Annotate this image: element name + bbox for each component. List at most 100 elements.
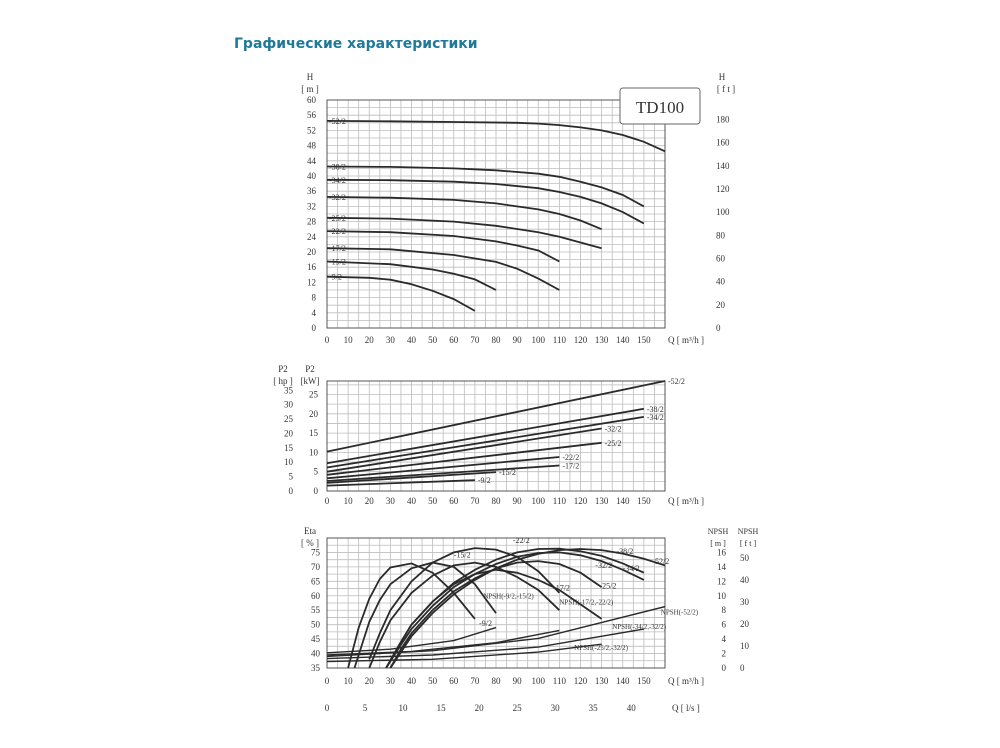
x-tick-label: 50 (428, 496, 438, 506)
y-tick-label: 12 (307, 277, 316, 287)
x-tick-label: 60 (449, 496, 459, 506)
y-tick-label-kw: 10 (309, 447, 319, 457)
y-axis-unit-kw: [kW] (301, 376, 320, 386)
y-tick-label: 44 (307, 156, 317, 166)
series-label: -32/2 (595, 561, 612, 570)
x-tick-label: 100 (532, 676, 546, 686)
x-tick-label: 90 (513, 335, 523, 345)
y-tick-label-npsh-m: 14 (717, 562, 727, 572)
y-tick-label: 0 (312, 323, 317, 333)
npsh-curve-4 (327, 605, 665, 658)
y-axis-label-right: H (719, 72, 726, 82)
x-tick-label-ls: 25 (513, 703, 523, 713)
x-tick-label-ls: 5 (363, 703, 368, 713)
y-tick-label-eta: 65 (311, 576, 321, 586)
x-tick-label: 20 (365, 496, 375, 506)
y-tick-label-npsh-m: 8 (722, 605, 727, 615)
x-tick-label: 60 (449, 676, 459, 686)
npsh-curve-2 (327, 643, 602, 663)
x-tick-label: 40 (407, 676, 417, 686)
series-label: -38/2 (616, 547, 633, 556)
y-tick-label-right: 40 (716, 277, 726, 287)
series-label: -32/2 (329, 193, 346, 202)
y-tick-label: 16 (307, 262, 317, 272)
npsh-series-label: NPSH(-25/2,-32/2) (574, 644, 629, 652)
x-tick-label: 80 (492, 676, 502, 686)
x-tick-label: 10 (344, 335, 354, 345)
series-label: -52/2 (329, 117, 346, 126)
model-label-box (619, 87, 701, 125)
x-axis-label-ls: Q [ l/s ] (672, 703, 700, 713)
chart-title: TD100 (636, 98, 684, 117)
head-curve-32-2 (326, 196, 602, 231)
head-curve-22-2 (326, 230, 560, 263)
y-tick-label-eta: 35 (311, 663, 321, 673)
x-tick-label-ls: 15 (437, 703, 447, 713)
x-tick-label: 130 (595, 496, 609, 506)
y-tick-label-hp: 25 (284, 414, 294, 424)
x-tick-label: 150 (637, 335, 651, 345)
x-tick-label: 120 (574, 676, 588, 686)
y-tick-label-npsh-ft: 10 (740, 641, 750, 651)
npsh-curve-1 (327, 629, 560, 656)
y-tick-label-right: 0 (716, 323, 721, 333)
x-tick-label-ls: 40 (627, 703, 637, 713)
series-label: -15/2 (499, 468, 516, 477)
y-tick-label: 24 (307, 232, 317, 242)
y-tick-label-npsh-m: 16 (717, 547, 727, 557)
y-tick-label-right: 160 (716, 138, 730, 148)
series-label: -34/2 (647, 413, 664, 422)
x-tick-label: 80 (492, 496, 502, 506)
x-tick-label: 10 (344, 496, 354, 506)
x-tick-label: 30 (386, 676, 396, 686)
y-tick-label: 32 (307, 201, 316, 211)
head-plot-frame (326, 99, 666, 329)
head-curve-25-2 (326, 216, 602, 250)
y-tick-label-hp: 35 (284, 385, 294, 395)
y-tick-label-kw: 20 (309, 409, 319, 419)
x-tick-label: 110 (553, 335, 567, 345)
x-tick-label-ls: 10 (399, 703, 409, 713)
x-tick-label-ls: 0 (325, 703, 330, 713)
x-axis-label: Q [ m³/h ] (668, 496, 704, 506)
y-tick-label-right: 180 (716, 115, 730, 125)
power-curve-32-2 (326, 427, 602, 473)
x-tick-label: 40 (407, 335, 417, 345)
npsh-curve-0 (327, 626, 497, 654)
x-tick-label: 90 (513, 496, 523, 506)
x-tick-label: 100 (532, 335, 546, 345)
x-tick-label: 50 (428, 676, 438, 686)
y-axis-unit-left: [ m ] (301, 84, 319, 94)
x-tick-label: 140 (616, 496, 630, 506)
power-curve-38-2 (326, 407, 645, 465)
npsh-series-label: NPSH(-9/2,-15/2) (483, 593, 534, 601)
series-label: -22/2 (513, 536, 530, 545)
x-tick-label: 70 (470, 335, 480, 345)
y-tick-label-npsh-ft: 50 (740, 553, 750, 563)
x-tick-label: 130 (595, 676, 609, 686)
x-tick-label: 120 (574, 496, 588, 506)
y-axis-unit-npsh-m: [ m ] (710, 539, 726, 548)
y-tick-label-kw: 5 (314, 467, 319, 477)
x-tick-label: 40 (407, 496, 417, 506)
npsh-curve-3 (327, 628, 645, 660)
x-tick-label: 10 (344, 676, 354, 686)
y-tick-label-kw: 25 (309, 390, 319, 400)
y-tick-label: 20 (307, 247, 317, 257)
y-tick-label: 28 (307, 217, 317, 227)
head-curves: -52/2 -38/2 -34/2 -32/2 -25/2 -22/2 -17/2 -15/2… (326, 117, 666, 312)
y-tick-label-eta: 40 (311, 649, 321, 659)
y-tick-label: 60 (307, 95, 317, 105)
y-axis-unit-hp: [ hp ] (273, 376, 293, 386)
y-tick-label-eta: 70 (311, 562, 321, 572)
series-label: -32/2 (605, 424, 622, 433)
series-label: -17/2 (562, 462, 579, 471)
y-tick-label: 56 (307, 110, 317, 120)
y-tick-label-npsh-ft: 30 (740, 597, 750, 607)
y-tick-label-right: 60 (716, 254, 726, 264)
head-curve-15-2 (326, 260, 497, 291)
y-tick-label-hp: 30 (284, 400, 294, 410)
x-tick-label: 50 (428, 335, 438, 345)
y-tick-label-hp: 10 (284, 457, 294, 467)
